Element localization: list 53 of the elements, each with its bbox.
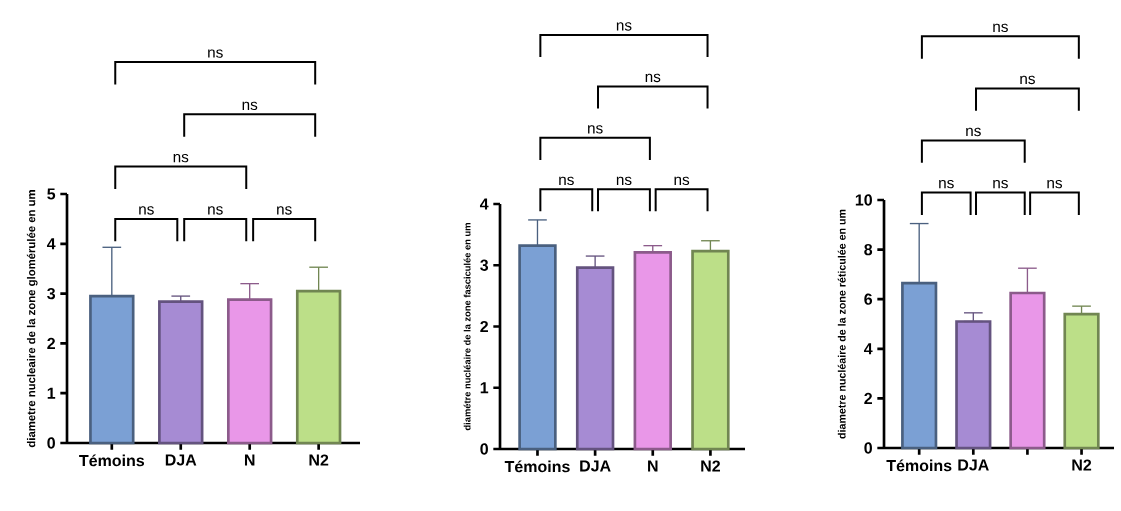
y-axis-title: diametre nucléaire de la zone réticulée en um: [837, 209, 846, 439]
text: ns: [588, 125, 603, 134]
x-tick-label: Témoins: [886, 459, 952, 472]
y-tick-label: 0: [480, 443, 488, 455]
y-tick-label: 0: [864, 442, 872, 454]
x-tick-label: N: [244, 454, 255, 466]
y-tick-label: 3: [480, 259, 489, 271]
text: ns: [616, 176, 632, 186]
y-tick-label: 1: [47, 387, 56, 399]
bar: [1009, 291, 1046, 450]
text: ns: [242, 101, 258, 111]
y-tick-label: 4: [479, 198, 489, 210]
x-tick-label: N2: [309, 454, 329, 466]
y-tick-label: 5: [47, 188, 56, 200]
x-tick-label: N: [648, 460, 658, 472]
text: ns: [208, 49, 223, 58]
y-axis-title: diametre nucleaire de la zone glomérulée en um: [26, 190, 38, 448]
annotation: ns: [277, 206, 292, 215]
annotation: ns: [139, 206, 154, 215]
text: ns: [966, 127, 981, 137]
y-tick-label: 3: [47, 287, 56, 300]
text: ns: [616, 22, 632, 31]
text: ns: [1047, 179, 1063, 189]
text: ns: [173, 153, 189, 163]
bar: [691, 249, 730, 451]
text: ns: [1020, 75, 1035, 85]
text: ns: [559, 176, 574, 186]
x-tick-label: Témoins: [504, 460, 570, 473]
y-axis-title: diamétre nucléaire de la zone fasciculée en um: [463, 223, 471, 431]
y-tick-label: 10: [855, 194, 872, 206]
x-tick-label: Témoins: [79, 454, 145, 467]
text: ns: [993, 179, 1008, 189]
x-tick-label: N2: [1072, 459, 1092, 471]
text: ns: [993, 23, 1008, 33]
y-tick-label: 6: [864, 293, 873, 305]
text: ns: [645, 73, 661, 83]
y-tick-label: 4: [863, 343, 873, 355]
text: ns: [939, 179, 954, 189]
y-tick-label: 2: [480, 320, 488, 333]
x-tick-label: DJA: [958, 459, 989, 471]
text: ns: [674, 176, 690, 186]
y-tick-label: 1: [480, 382, 489, 394]
y-tick-label: 2: [864, 392, 872, 404]
x-tick-label: N2: [701, 460, 721, 472]
x-tick-label: DJA: [580, 460, 611, 472]
x-tick-label: DJA: [165, 454, 197, 466]
y-tick-label: 8: [864, 243, 873, 256]
y-tick-label: 2: [47, 337, 55, 349]
y-tick-label: 4: [46, 238, 56, 250]
annotation: ns: [208, 206, 223, 215]
bar: [1063, 312, 1100, 450]
bar: [901, 281, 938, 450]
y-tick-label: 0: [47, 437, 55, 449]
